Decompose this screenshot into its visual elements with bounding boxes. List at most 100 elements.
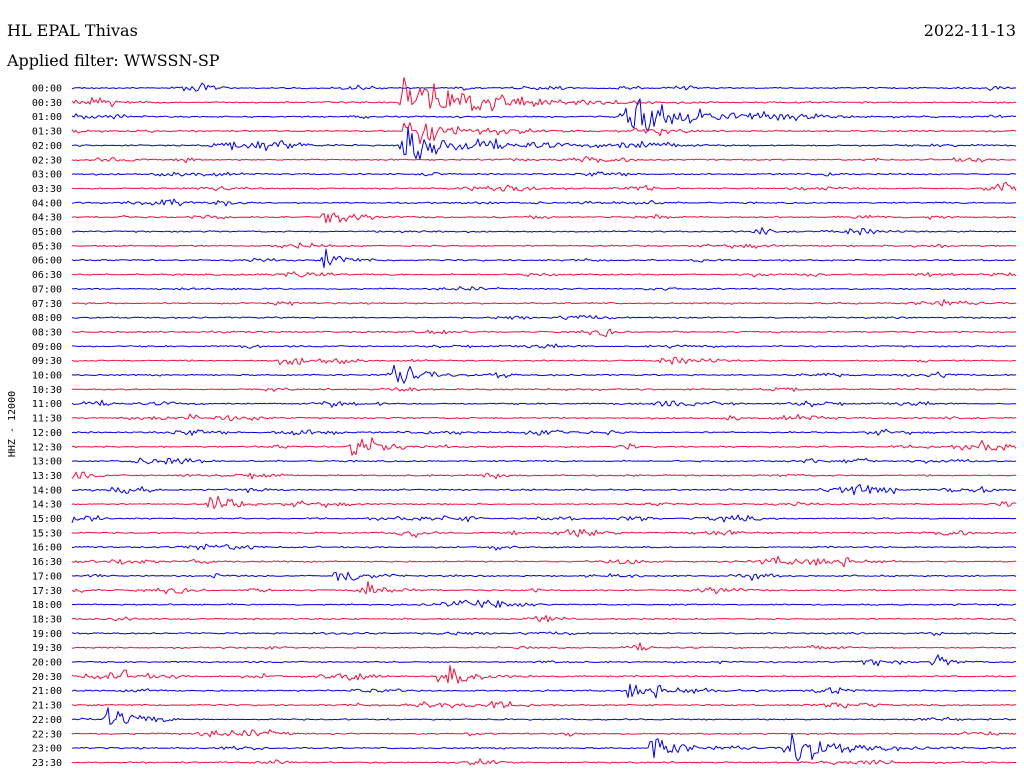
time-tick-label: 13:00 <box>32 457 62 468</box>
trace-line <box>71 248 1017 269</box>
time-tick-label: 16:00 <box>32 543 62 554</box>
time-tick-label: 16:30 <box>32 557 62 568</box>
trace-line <box>71 528 1017 538</box>
time-tick-label: 11:30 <box>32 414 62 425</box>
time-tick-label: 07:00 <box>32 284 62 295</box>
time-tick-label: 14:00 <box>32 485 62 496</box>
trace-line <box>71 399 1017 408</box>
time-tick-label: 21:00 <box>32 686 62 697</box>
trace-line <box>71 471 1017 480</box>
date-label: 2022-11-13 <box>924 21 1016 40</box>
time-tick-label: 20:30 <box>32 672 62 683</box>
trace-line <box>71 729 1017 738</box>
time-tick-label: 03:30 <box>32 184 62 195</box>
trace-line <box>71 758 1016 766</box>
time-tick-label: 05:30 <box>32 241 62 252</box>
time-tick-label: 19:30 <box>32 643 62 654</box>
time-tick-label: 23:00 <box>32 744 62 755</box>
trace-line <box>71 82 1017 92</box>
trace-line <box>71 356 1017 366</box>
trace-line <box>71 122 1017 145</box>
time-tick-label: 15:00 <box>32 514 62 525</box>
time-tick-label: 19:00 <box>32 629 62 640</box>
trace-line <box>71 314 1017 321</box>
trace-line <box>71 271 1017 278</box>
trace-line <box>71 599 1017 608</box>
trace-line <box>71 212 1017 224</box>
time-tick-label: 02:30 <box>32 155 62 166</box>
trace-line <box>71 77 1016 112</box>
trace-line <box>71 428 1017 436</box>
trace-line <box>71 707 1017 725</box>
trace-line <box>71 181 1017 192</box>
time-tick-label: 11:00 <box>32 399 62 410</box>
trace-line <box>71 701 1017 709</box>
time-tick-label: 08:30 <box>32 327 62 338</box>
time-tick-label: 06:00 <box>32 256 62 267</box>
time-tick-label: 09:30 <box>32 356 62 367</box>
time-tick-label: 23:30 <box>32 758 62 769</box>
time-tick-label: 03:00 <box>32 170 62 181</box>
time-tick-label: 02:00 <box>32 141 62 152</box>
time-tick-label: 07:30 <box>32 299 62 310</box>
trace-line <box>71 126 1017 161</box>
trace-line <box>71 155 1017 164</box>
trace-line <box>71 227 1017 236</box>
time-tick-label: 12:30 <box>32 442 62 453</box>
trace-line <box>71 171 1017 177</box>
trace-line <box>71 642 1017 651</box>
time-tick-label: 10:00 <box>32 371 62 382</box>
trace-line <box>71 198 1017 207</box>
trace-line <box>71 733 1017 762</box>
time-tick-label: 13:30 <box>32 471 62 482</box>
time-tick-label: 01:30 <box>32 127 62 138</box>
trace-line <box>71 299 1017 307</box>
time-tick-label: 00:00 <box>32 84 62 95</box>
trace-line <box>71 286 1017 291</box>
time-tick-label: 05:00 <box>32 227 62 238</box>
trace-line <box>71 581 1017 595</box>
trace-line <box>71 437 1017 456</box>
time-tick-label: 06:30 <box>32 270 62 281</box>
trace-line <box>71 683 1017 699</box>
trace-line <box>71 664 1017 684</box>
time-tick-label: 15:30 <box>32 528 62 539</box>
time-tick-label: 04:00 <box>32 198 62 209</box>
trace-line <box>71 343 1017 349</box>
trace-lines <box>71 77 1017 766</box>
channel-axis-label: HHZ - 12000 <box>7 391 18 457</box>
time-tick-label: 22:30 <box>32 729 62 740</box>
trace-line <box>71 514 1017 523</box>
trace-line <box>71 543 1017 551</box>
trace-line <box>72 242 1017 249</box>
trace-line <box>71 571 1017 582</box>
trace-line <box>71 555 1017 568</box>
trace-line <box>71 413 1017 422</box>
trace-line <box>71 615 1017 623</box>
time-tick-label: 01:00 <box>32 112 62 123</box>
time-tick-label: 22:00 <box>32 715 62 726</box>
time-tick-label: 20:00 <box>32 658 62 669</box>
time-tick-label: 09:00 <box>32 342 62 353</box>
time-tick-label: 18:00 <box>32 600 62 611</box>
trace-line <box>72 387 1017 392</box>
trace-line <box>71 364 1017 384</box>
trace-line <box>71 631 1017 636</box>
trace-line <box>71 98 1016 132</box>
time-tick-label: 00:30 <box>32 98 62 109</box>
trace-line <box>71 457 1017 465</box>
time-tick-label: 10:30 <box>32 385 62 396</box>
time-tick-label: 04:30 <box>32 213 62 224</box>
trace-line <box>72 328 1017 338</box>
time-tick-label: 17:30 <box>32 586 62 597</box>
time-tick-label: 21:30 <box>32 701 62 712</box>
trace-line <box>72 483 1017 496</box>
time-tick-label: 14:30 <box>32 500 62 511</box>
trace-line <box>71 654 1017 667</box>
time-tick-label: 18:30 <box>32 614 62 625</box>
time-tick-label: 08:00 <box>32 313 62 324</box>
filter-label: Applied filter: WWSSN-SP <box>6 51 220 70</box>
time-tick-label: 12:00 <box>32 428 62 439</box>
station-title: HL EPAL Thivas <box>7 21 138 40</box>
